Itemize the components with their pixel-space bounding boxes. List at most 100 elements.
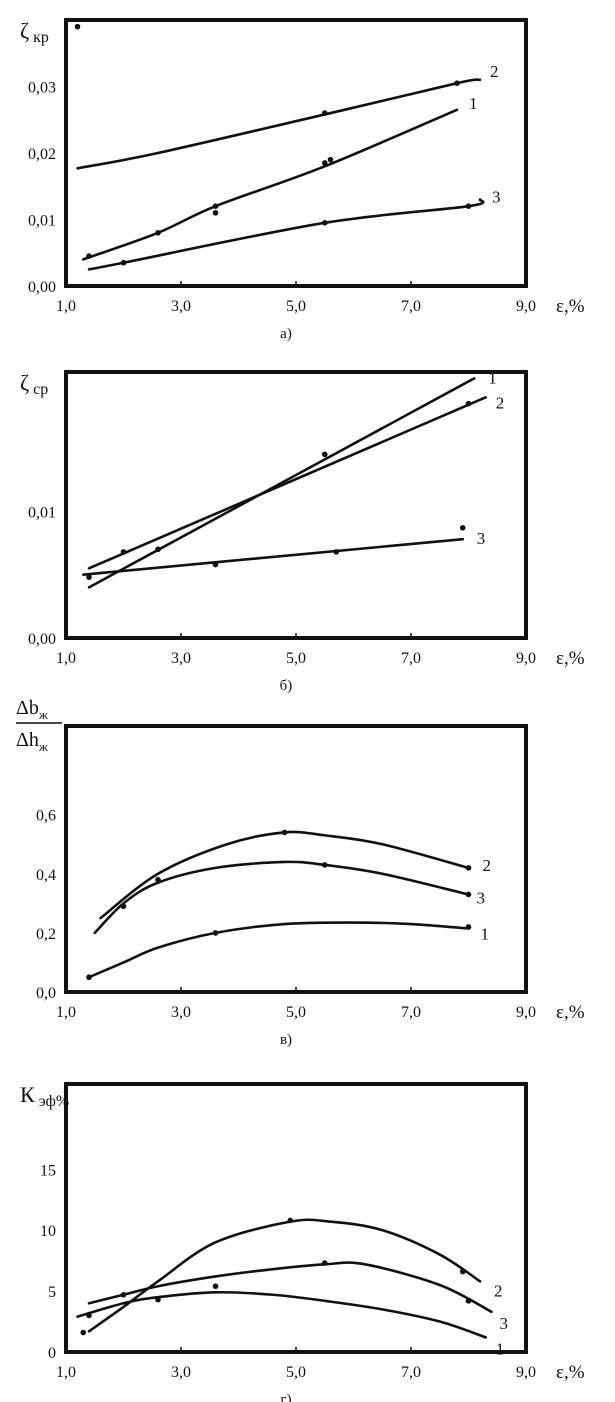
- y-tick-label: 0,00: [28, 631, 56, 648]
- x-tick-label: 3,0: [171, 298, 191, 315]
- series-label-1: 1: [496, 1339, 505, 1358]
- plot-frame: [64, 724, 528, 994]
- data-point: [321, 1260, 328, 1266]
- data-point: [155, 876, 161, 883]
- y-tick-label: 10: [40, 1223, 56, 1240]
- y-tick-label: 0,02: [28, 146, 56, 163]
- data-point: [86, 574, 92, 580]
- x-tick-label: 5,0: [286, 1364, 306, 1381]
- y-tick-label: 0,0: [36, 985, 56, 1002]
- data-point: [465, 400, 472, 407]
- series-line-3: [87, 1261, 493, 1314]
- x-tick-label: 1,0: [56, 650, 76, 667]
- x-tick-label: 9,0: [516, 1364, 536, 1381]
- series-line-2: [87, 396, 488, 570]
- y-tick-label: 0,4: [36, 867, 56, 884]
- data-point: [212, 561, 219, 568]
- y-axis-label-denominator: Δhж: [16, 729, 49, 754]
- x-tick-label: 9,0: [516, 1004, 536, 1021]
- y-tick-label: 0: [48, 1345, 56, 1362]
- series-line-2: [76, 78, 482, 170]
- chart-panel-2: 1,0 3,0 5,0 7,0 9,0 0,00 0,01 ε,% ζ ср б) 1 2 3: [20, 368, 585, 694]
- data-point: [333, 549, 340, 555]
- data-point: [86, 1312, 92, 1319]
- panel-label: б): [280, 678, 293, 694]
- data-point: [321, 451, 328, 458]
- data-point: [465, 891, 472, 898]
- series-line-3: [81, 537, 465, 576]
- data-point: [120, 903, 127, 910]
- series-label-3: 3: [500, 1314, 509, 1333]
- data-point: [459, 525, 466, 531]
- series-label-1: 1: [481, 924, 490, 943]
- x-axis-label: ε,%: [556, 1362, 585, 1383]
- y-axis-label-numerator: Δbж: [16, 697, 49, 722]
- x-tick-label: 3,0: [171, 1004, 191, 1021]
- y-axis-label: ζ ср: [20, 370, 48, 398]
- data-point: [454, 80, 460, 86]
- series-line-2: [87, 1218, 482, 1333]
- x-tick-label: 9,0: [516, 298, 536, 315]
- data-point: [465, 924, 472, 930]
- y-axis-label: ζ кр: [20, 18, 49, 46]
- y-axis-label-main: ζ: [20, 370, 29, 395]
- y-axis-label-sub: эф%: [39, 1093, 69, 1110]
- data-point: [465, 203, 472, 209]
- x-tick-label: 7,0: [401, 1364, 421, 1381]
- data-point: [155, 546, 161, 553]
- y-tick-label: 0,6: [36, 808, 56, 825]
- x-tick-label: 5,0: [286, 650, 306, 667]
- series-line-1: [76, 1290, 488, 1339]
- series-label-1: 1: [488, 368, 497, 387]
- plot-frame: [64, 1082, 528, 1354]
- x-tick-label: 3,0: [171, 1364, 191, 1381]
- series-label-2: 2: [496, 393, 505, 412]
- data-point: [465, 1298, 472, 1304]
- data-point: [86, 974, 92, 981]
- data-point: [287, 1217, 294, 1224]
- data-point: [321, 160, 328, 166]
- panel-label: в): [280, 1032, 292, 1048]
- data-point: [281, 829, 288, 836]
- x-tick-label: 9,0: [516, 650, 536, 667]
- y-axis-label-sub: кр: [33, 29, 49, 46]
- y-tick-label: 5: [48, 1284, 56, 1301]
- x-tick-label: 1,0: [56, 298, 76, 315]
- plot-frame: [64, 18, 528, 288]
- data-point: [321, 220, 328, 226]
- data-point: [212, 210, 219, 216]
- x-tick-label: 7,0: [401, 650, 421, 667]
- y-tick-label: 0,03: [28, 80, 56, 97]
- data-point: [74, 23, 81, 30]
- data-point: [212, 930, 219, 936]
- series-line-1: [87, 377, 476, 589]
- series-label-3: 3: [477, 529, 486, 548]
- y-tick-label: 0,00: [28, 279, 56, 296]
- series-line-3: [93, 860, 470, 935]
- series-line-1: [87, 921, 470, 979]
- y-tick-label: 0,01: [28, 213, 56, 230]
- series-label-3: 3: [477, 888, 486, 907]
- plot-frame: [64, 370, 528, 640]
- y-tick-label: 0,2: [36, 926, 56, 943]
- numerator-main: Δb: [16, 697, 39, 719]
- data-point: [80, 1329, 87, 1336]
- data-point: [212, 1283, 219, 1290]
- y-tick-label: 15: [40, 1162, 56, 1179]
- y-axis-label-main: ζ: [20, 18, 29, 43]
- x-tick-label: 3,0: [171, 650, 191, 667]
- x-axis-label: ε,%: [556, 648, 585, 669]
- series-line-2: [99, 830, 470, 920]
- data-point: [86, 253, 92, 259]
- series-label-2: 2: [490, 62, 499, 81]
- series-label-2: 2: [483, 856, 492, 875]
- panel-label: а): [280, 326, 292, 342]
- series-label-2: 2: [494, 1281, 503, 1300]
- series-line-3: [87, 198, 485, 271]
- panel-label: г): [280, 1392, 291, 1402]
- x-tick-label: 1,0: [56, 1004, 76, 1021]
- x-tick-label: 5,0: [286, 1004, 306, 1021]
- y-tick-label: 0,01: [28, 504, 56, 521]
